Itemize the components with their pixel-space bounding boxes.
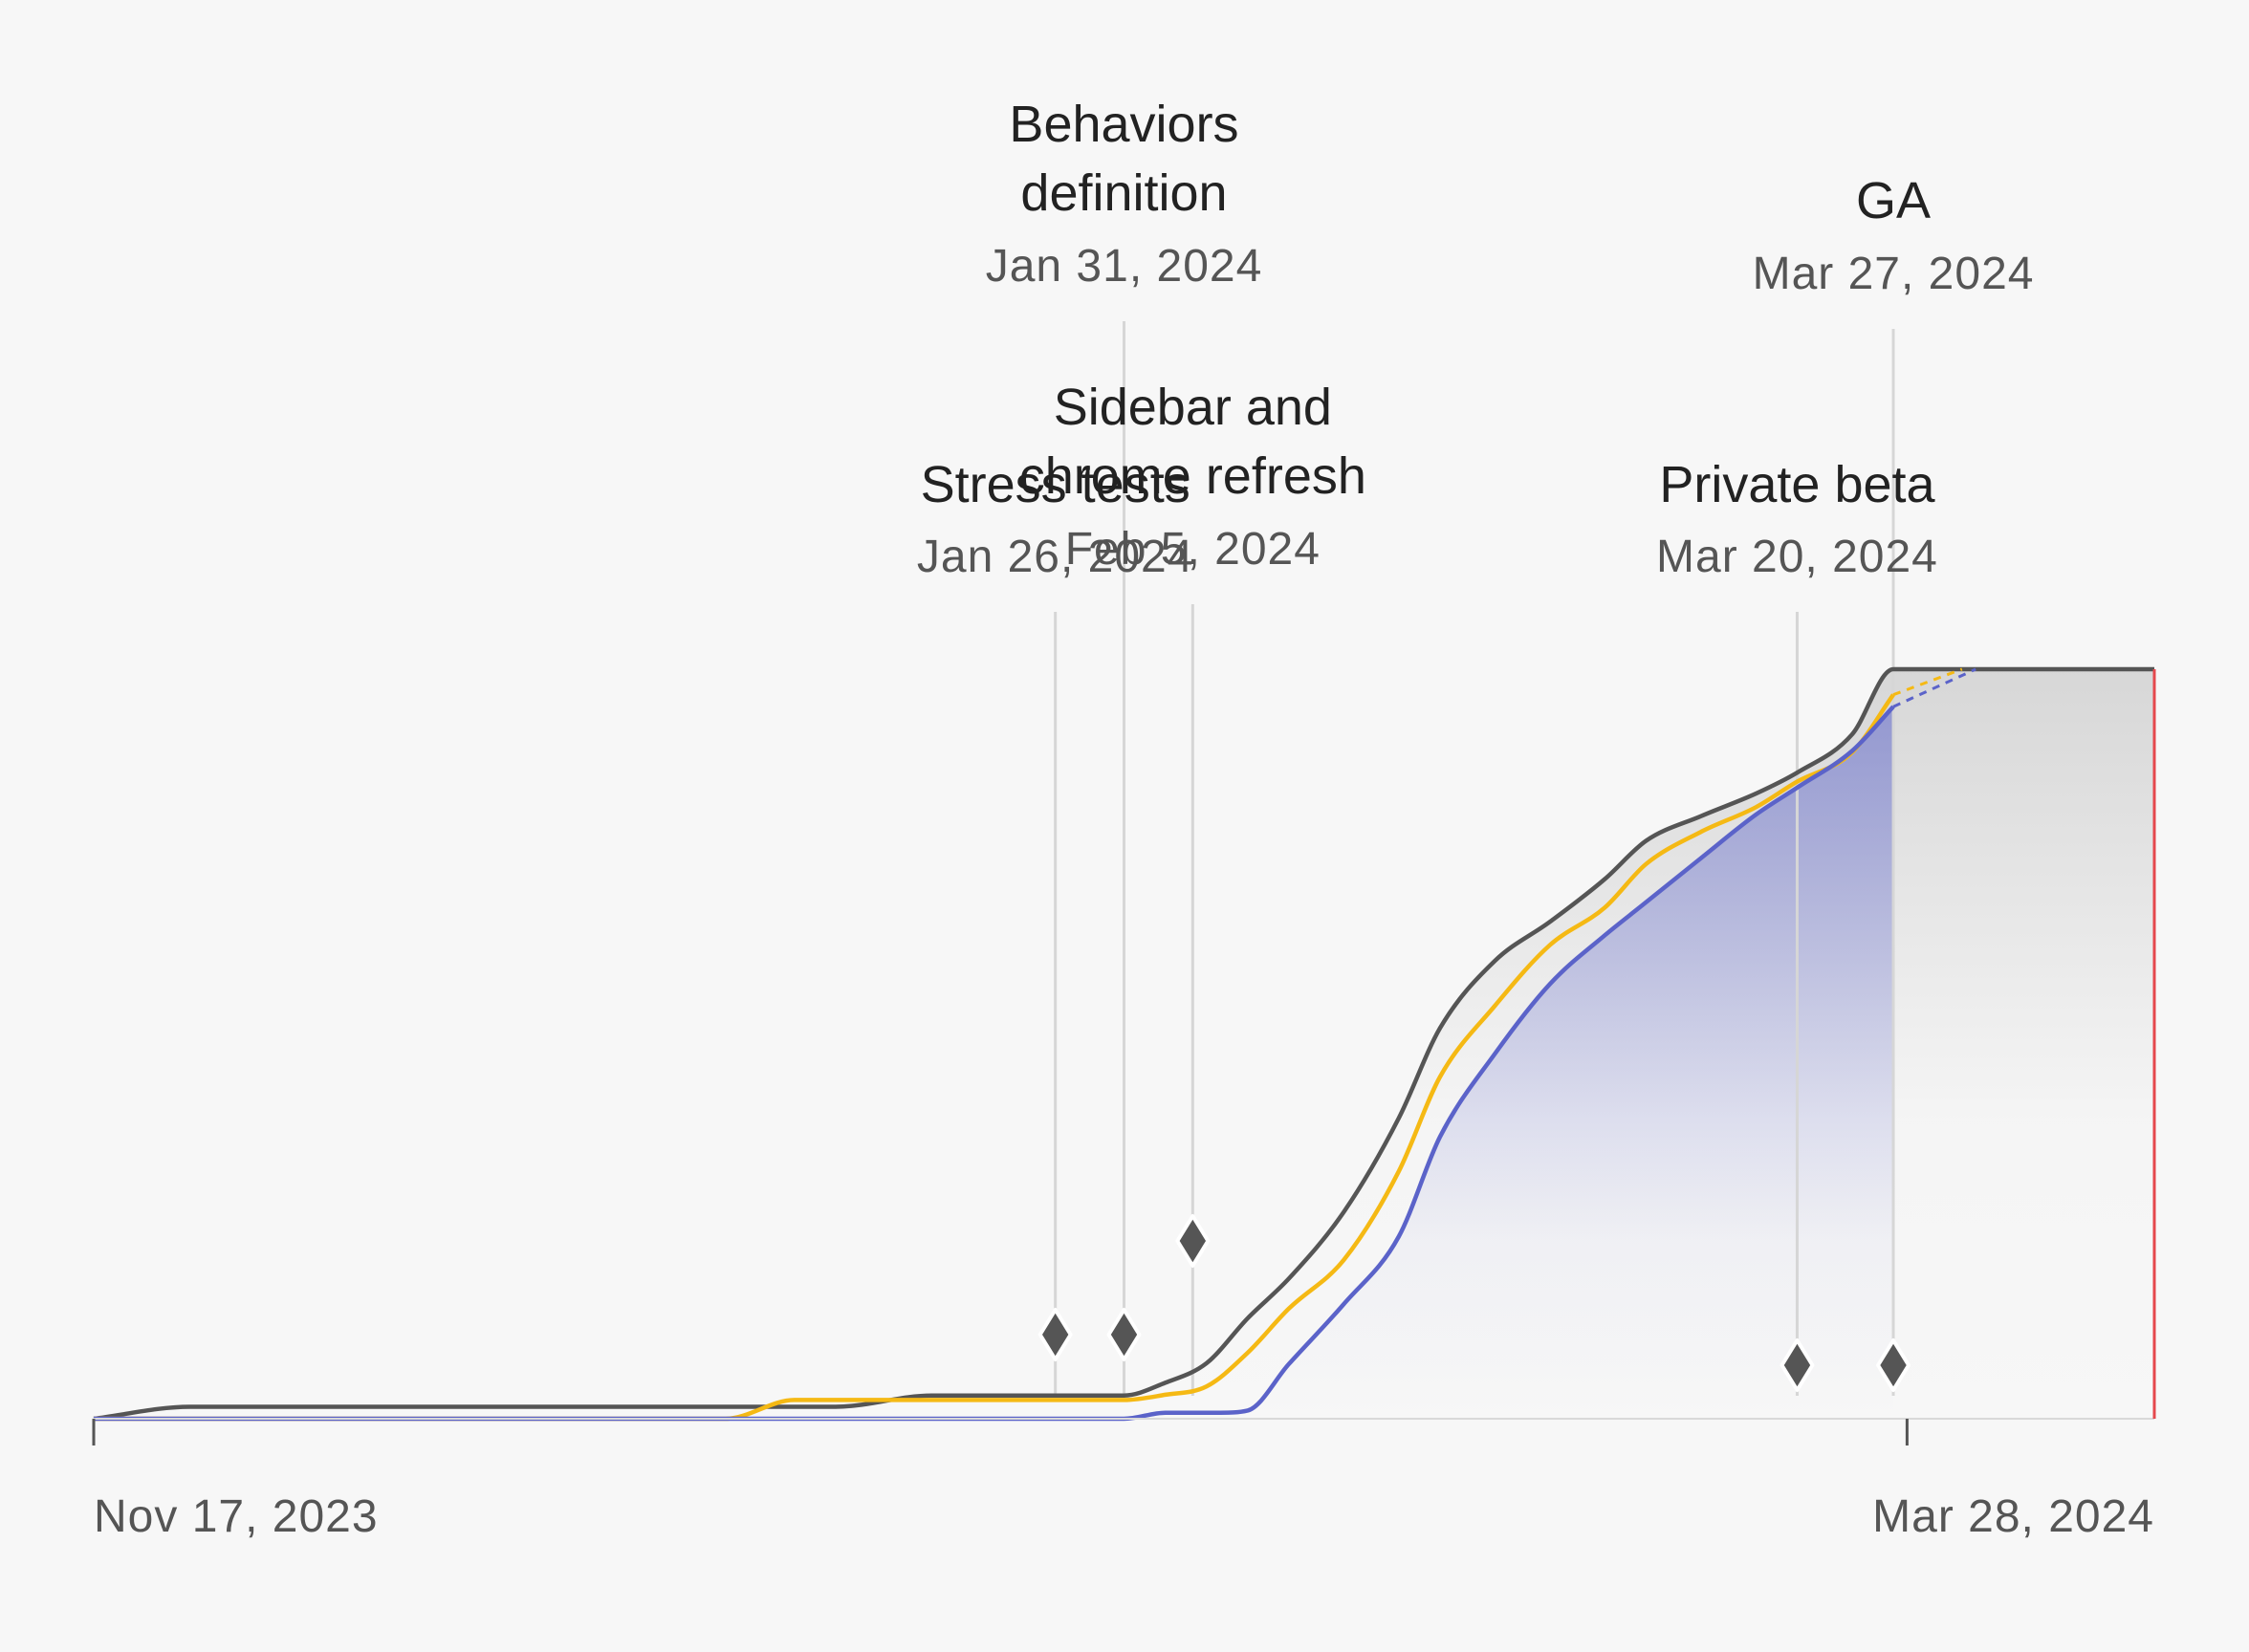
milestone-title: chrome refresh <box>1019 447 1366 505</box>
milestone-title: Stress tests <box>921 456 1190 513</box>
completed-projection-line <box>1892 667 1976 708</box>
milestone-marker-icon[interactable] <box>1780 1338 1815 1392</box>
milestone-date: Jan 26, 2024 <box>917 532 1194 582</box>
milestone-title: Private beta <box>1659 456 1935 513</box>
milestone-date: Jan 31, 2024 <box>986 241 1263 292</box>
milestone-title: definition <box>1020 164 1227 222</box>
milestone-title: GA <box>1856 172 1931 229</box>
completed-area <box>94 706 1893 1419</box>
milestone-date: Mar 27, 2024 <box>1753 249 2035 299</box>
milestone-title: Sidebar and <box>1054 379 1332 436</box>
milestone-marker-icon[interactable] <box>1037 1308 1073 1361</box>
in-progress-projection-line <box>1892 667 1963 697</box>
milestone-date: Mar 20, 2024 <box>1656 532 1938 582</box>
x-axis-end-label: Mar 28, 2024 <box>1872 1491 2154 1542</box>
milestone-date: Feb 5, 2024 <box>1065 524 1321 575</box>
milestone-marker-icon[interactable] <box>1106 1308 1142 1361</box>
x-axis-start-label: Nov 17, 2023 <box>94 1491 379 1542</box>
in-progress-line <box>93 693 1895 1422</box>
total-line <box>93 666 2154 1422</box>
milestone-marker-icon[interactable] <box>1175 1214 1211 1268</box>
milestone-marker-icon[interactable] <box>1876 1338 1911 1392</box>
milestone-title: Behaviors <box>1009 96 1238 153</box>
